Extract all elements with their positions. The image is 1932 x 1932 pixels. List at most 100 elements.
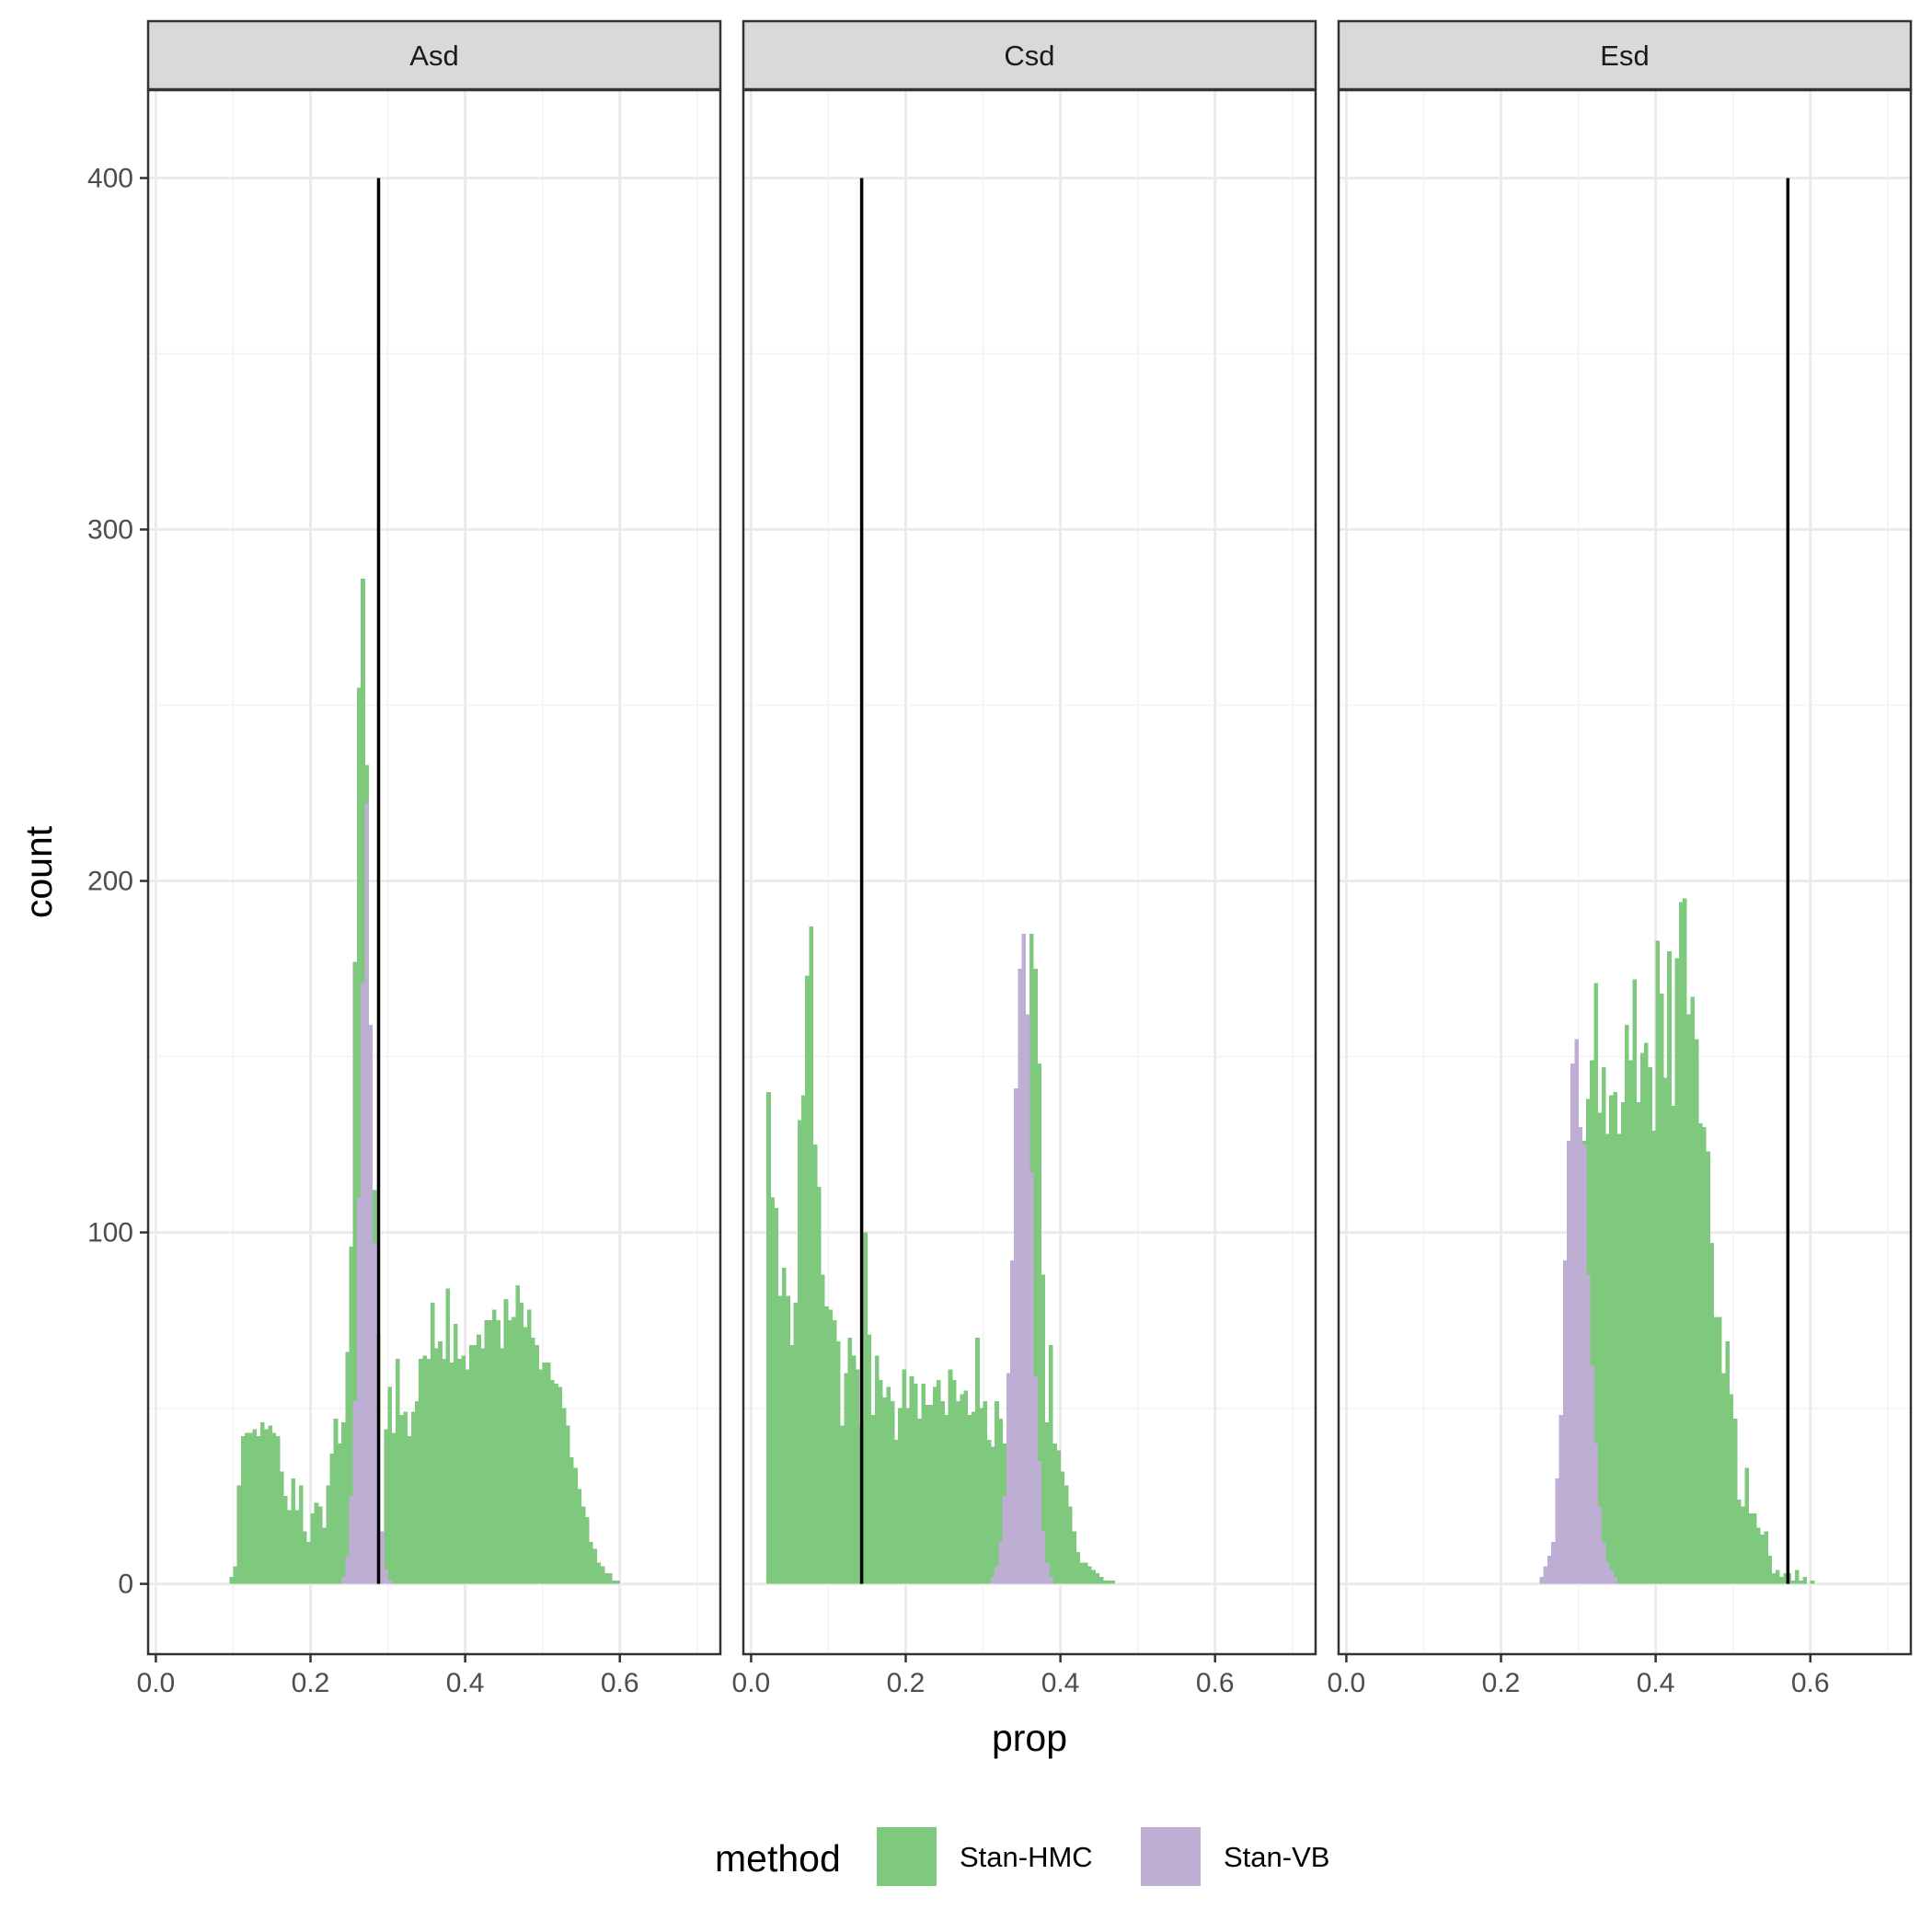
y-tick-label: 100 [87, 1218, 133, 1248]
histogram-bar [1018, 969, 1022, 1584]
histogram-bar [596, 1562, 602, 1584]
histogram-bar [1037, 1064, 1042, 1584]
y-tick-label: 0 [118, 1570, 133, 1600]
histogram-bar [1613, 1091, 1617, 1584]
histogram-bar [932, 1386, 937, 1584]
histogram-bar [303, 1531, 307, 1584]
histogram-bar [1732, 1419, 1738, 1584]
histogram-bar [1697, 1123, 1703, 1584]
histogram-bar [1570, 1064, 1575, 1584]
histogram-bar [1709, 1243, 1715, 1584]
histogram-bar [913, 1383, 918, 1584]
histogram-bar [951, 1380, 957, 1584]
histogram-bar [384, 1429, 388, 1584]
histogram-bar [558, 1386, 563, 1584]
histogram-bar [1107, 1580, 1111, 1584]
x-tick-label: 0.4 [446, 1668, 485, 1698]
histogram-bar [948, 1369, 953, 1584]
histogram-bar [835, 1341, 841, 1584]
histogram-bar [812, 1144, 818, 1584]
histogram-bar [1625, 1025, 1629, 1584]
histogram-bar [468, 1344, 474, 1584]
histogram-bar [1566, 1141, 1571, 1584]
histogram-bar [782, 1267, 787, 1584]
histogram-bar [1539, 1576, 1545, 1584]
histogram-bar [356, 1197, 362, 1584]
histogram-bar [1683, 898, 1687, 1584]
histogram-bar [1674, 958, 1680, 1584]
histogram-bar [1079, 1562, 1085, 1584]
histogram-bar [1044, 1421, 1050, 1584]
histogram-bar [449, 1362, 454, 1584]
histogram-bar [515, 1284, 520, 1584]
histogram-bar [229, 1576, 234, 1584]
histogram-bar [298, 1485, 304, 1584]
histogram-bar [1562, 1260, 1568, 1584]
facet-strip [1337, 19, 1913, 91]
histogram-bar [774, 1207, 779, 1584]
histogram-bar [809, 926, 814, 1584]
facet-strip-label: Esd [1600, 40, 1649, 72]
x-tick-label: 0.0 [137, 1668, 176, 1698]
histogram-bar [832, 1320, 837, 1584]
histogram-bar [554, 1383, 558, 1584]
histogram-bar [821, 1274, 825, 1584]
histogram-bar [457, 1359, 462, 1584]
histogram-bar [824, 1305, 829, 1584]
histogram-bar [1590, 1060, 1594, 1584]
histogram-bar [1755, 1527, 1761, 1584]
histogram-bar [925, 1404, 930, 1584]
histogram-bar [503, 1299, 509, 1584]
histogram-bar [1578, 1126, 1583, 1584]
histogram-bar [960, 1394, 964, 1584]
x-tick-label: 0.4 [1637, 1668, 1675, 1698]
histogram-bar [496, 1320, 500, 1584]
histogram-bar [341, 1421, 346, 1584]
histogram-bar [1056, 1450, 1062, 1584]
histogram-bar [1052, 1443, 1057, 1584]
histogram-bar [1779, 1576, 1784, 1584]
histogram-bar [271, 1432, 277, 1584]
histogram-bar [797, 1120, 802, 1584]
histogram-bar [612, 1580, 616, 1584]
histogram-bar [550, 1380, 555, 1584]
histogram-bar [844, 1373, 848, 1584]
histogram-bar [1590, 1365, 1594, 1584]
histogram-bar [1659, 993, 1664, 1584]
histogram-bar [384, 1570, 388, 1584]
histogram-bar [1581, 1144, 1587, 1584]
histogram-bar [1033, 969, 1038, 1584]
histogram-bar [1628, 1060, 1633, 1584]
histogram-bar [840, 1425, 845, 1584]
histogram-bar [275, 1436, 281, 1584]
histogram-bar [1717, 1317, 1722, 1584]
histogram-bar [561, 1408, 567, 1584]
histogram-bar [352, 961, 358, 1584]
histogram-bar [898, 1408, 903, 1584]
histogram-bar [535, 1344, 539, 1584]
histogram-bar [863, 1232, 868, 1584]
histogram-bar [326, 1485, 330, 1584]
histogram-bar [256, 1436, 261, 1584]
histogram-bar [1025, 1014, 1030, 1584]
histogram-bar [322, 1527, 327, 1584]
histogram-bar [1604, 1562, 1610, 1584]
facet-strip-label: Csd [1004, 40, 1054, 72]
histogram-bar [1014, 1087, 1018, 1584]
histogram-bar [445, 1288, 451, 1584]
histogram-bar [1044, 1562, 1050, 1584]
histogram-bar [248, 1432, 253, 1584]
histogram-bar [890, 1400, 895, 1584]
histogram-bar [770, 1197, 776, 1584]
histogram-bar [1597, 1506, 1603, 1584]
histogram-bar [615, 1580, 621, 1584]
histogram-bar [1616, 1133, 1622, 1584]
histogram-bar [387, 1580, 393, 1584]
histogram-bar [337, 1443, 342, 1584]
histogram-bar [581, 1506, 586, 1584]
histogram-bar [1794, 1570, 1800, 1584]
x-tick-label: 0.6 [1791, 1668, 1830, 1698]
histogram-bar [1095, 1573, 1100, 1584]
histogram-bar [310, 1513, 316, 1584]
histogram-bar [492, 1309, 497, 1584]
